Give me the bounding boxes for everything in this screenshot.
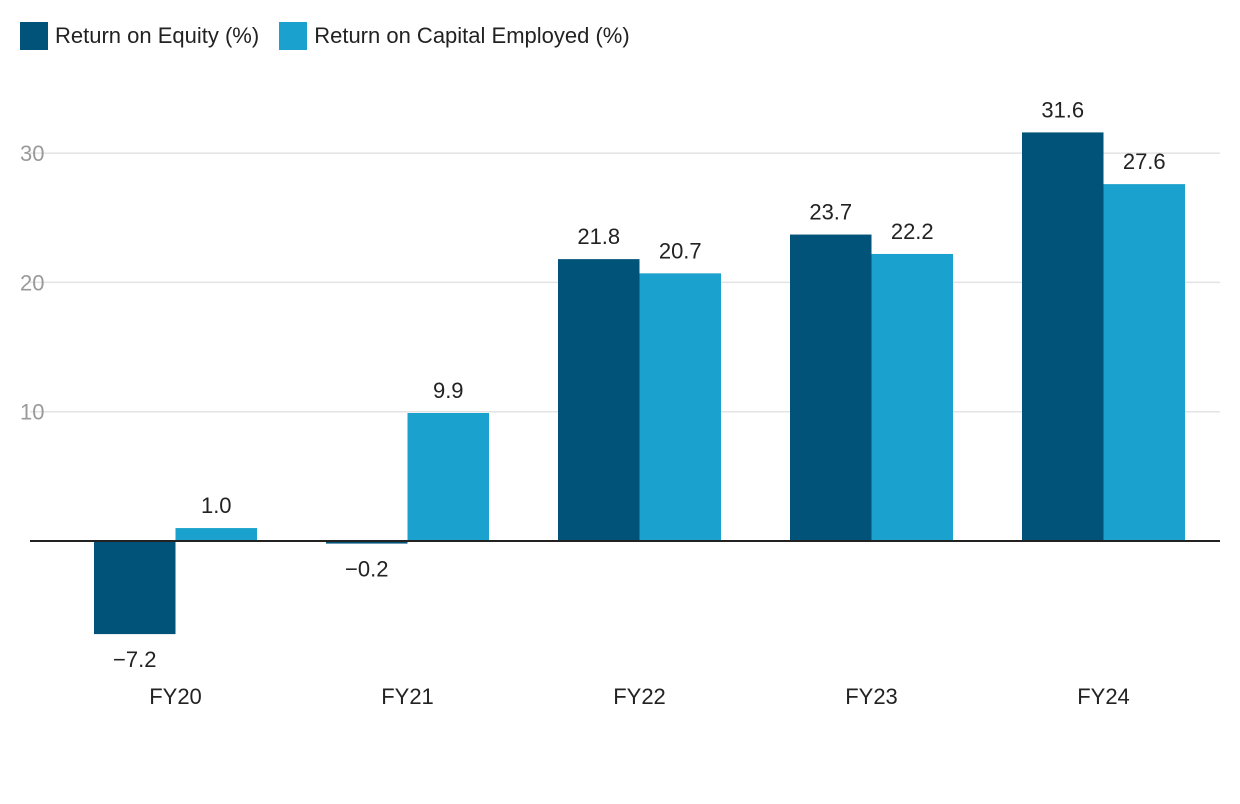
bar-roe-fy23 [790,234,872,541]
x-tick-label-fy24: FY24 [1077,684,1130,709]
legend-item-roce: Return on Capital Employed (%) [279,22,630,50]
data-label-roe-fy22: 21.8 [577,224,620,249]
data-label-roce-fy23: 22.2 [891,219,934,244]
data-label-roce-fy22: 20.7 [659,238,702,263]
x-tick-label-fy21: FY21 [381,684,434,709]
data-label-roe-fy21: −0.2 [345,557,388,582]
legend-label-roce: Return on Capital Employed (%) [314,23,630,48]
bar-roce-fy22 [639,273,721,541]
bar-roce-fy20 [175,528,257,541]
chart-legend: Return on Equity (%) Return on Capital E… [20,20,650,52]
bar-roce-fy24 [1103,184,1185,541]
x-tick-label-fy20: FY20 [149,684,202,709]
bar-roe-fy22 [558,259,640,541]
label-layer: −7.2 1.0 FY20 −0.2 9.9 FY21 21.8 20.7 FY22 23.7 22… [30,97,1220,709]
y-tick-label-20: 20 [20,270,44,295]
data-label-roe-fy20: −7.2 [113,647,156,672]
legend-swatch-roce [279,22,308,50]
data-label-roce-fy20: 1.0 [201,493,232,518]
bar-roe-fy21 [326,541,408,544]
x-tick-label-fy23: FY23 [845,684,898,709]
data-label-roce-fy21: 9.9 [433,378,464,403]
data-label-roe-fy23: 23.7 [809,200,852,225]
y-tick-label-10: 10 [20,400,44,425]
bar-layer [94,132,1185,635]
legend-label-roe: Return on Equity (%) [55,23,260,48]
bar-roce-fy21 [407,412,489,541]
legend-swatch-roe [20,22,48,50]
data-label-roe-fy24: 31.6 [1041,97,1084,122]
data-label-roce-fy24: 27.6 [1123,149,1166,174]
bar-roe-fy20 [94,541,176,635]
y-tick-label-30: 30 [20,141,44,166]
bar-roe-fy24 [1022,132,1104,542]
legend-item-roe: Return on Equity (%) [20,22,259,50]
bar-roce-fy23 [871,253,953,542]
x-tick-label-fy22: FY22 [613,684,666,709]
